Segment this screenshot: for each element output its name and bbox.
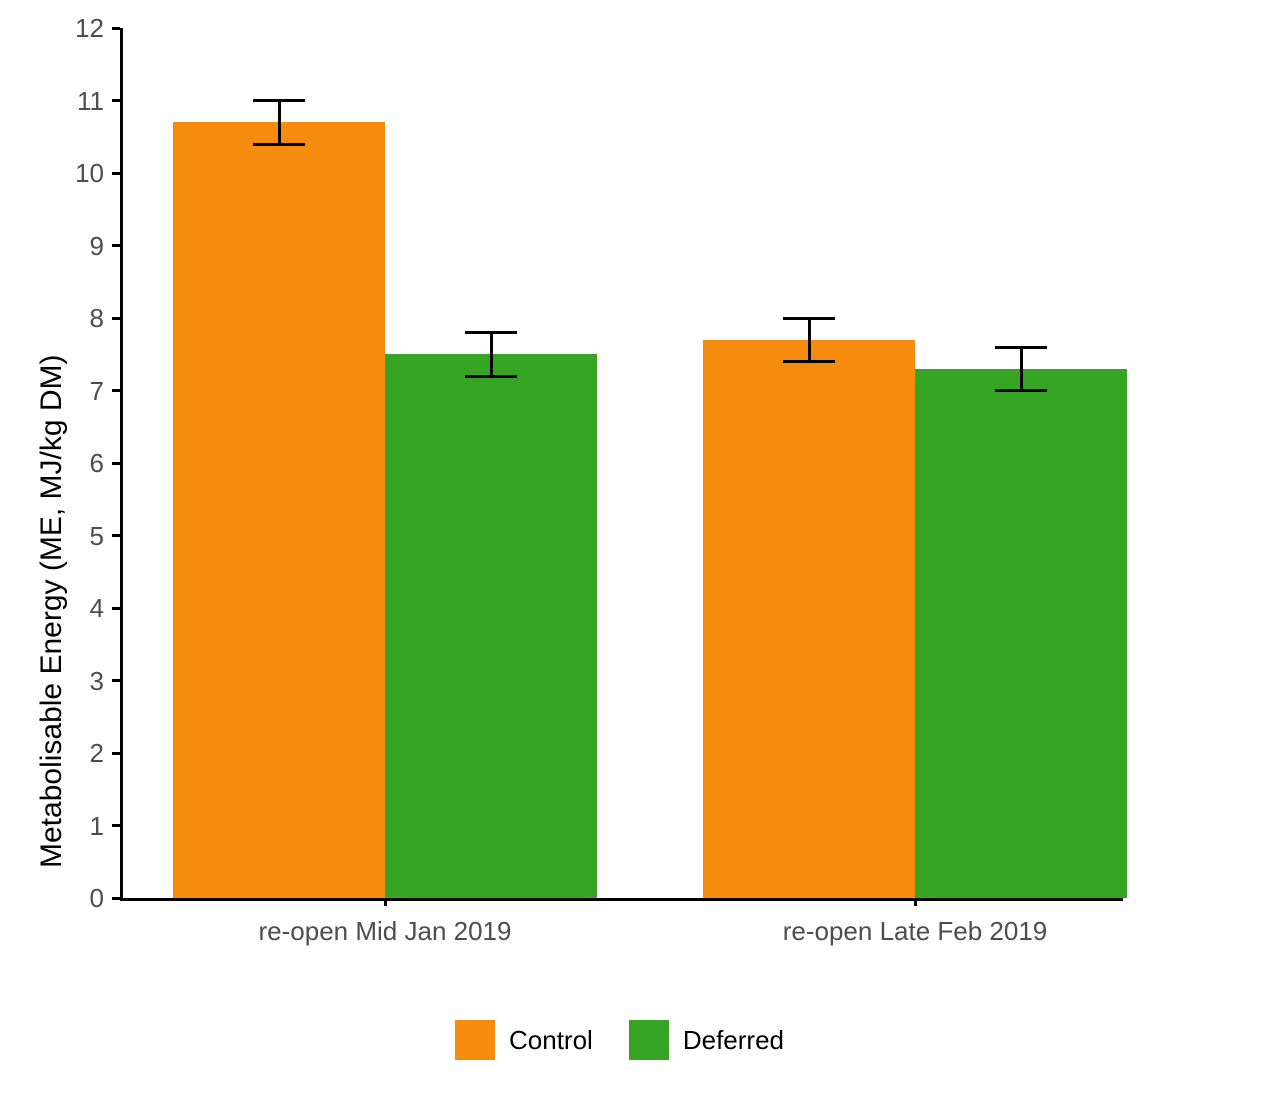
y-tick-label: 11 (77, 86, 104, 117)
errorbar-cap (253, 99, 305, 102)
y-tick-mark (112, 752, 120, 755)
x-tick-mark (914, 898, 917, 906)
y-tick-mark (112, 897, 120, 900)
y-tick-mark (112, 27, 120, 30)
y-tick-mark (112, 824, 120, 827)
errorbar-line (1020, 347, 1023, 391)
y-tick-mark (112, 389, 120, 392)
errorbar-line (490, 333, 493, 377)
y-tick-mark (112, 679, 120, 682)
errorbar-cap (783, 317, 835, 320)
y-tick-label: 12 (75, 13, 104, 44)
errorbar-line (808, 318, 811, 362)
y-tick-mark (112, 462, 120, 465)
y-tick-label: 7 (90, 376, 104, 407)
y-tick-mark (112, 99, 120, 102)
y-tick-label: 8 (90, 303, 104, 334)
legend-swatch (455, 1020, 495, 1060)
bar-control (173, 122, 385, 898)
y-tick-label: 1 (90, 811, 104, 842)
errorbar-cap (995, 389, 1047, 392)
legend-item-deferred: Deferred (629, 1020, 784, 1060)
legend-item-control: Control (455, 1020, 593, 1060)
bar-chart: 0123456789101112 re-open Mid Jan 2019re-… (0, 0, 1264, 1098)
y-tick-label: 3 (90, 666, 104, 697)
x-axis-line (120, 898, 1123, 901)
y-tick-mark (112, 244, 120, 247)
legend-label: Deferred (683, 1025, 784, 1056)
legend-label: Control (509, 1025, 593, 1056)
y-tick-mark (112, 607, 120, 610)
y-tick-label: 9 (90, 231, 104, 262)
y-tick-mark (112, 172, 120, 175)
y-tick-mark (112, 534, 120, 537)
errorbar-cap (995, 346, 1047, 349)
y-axis-title: Metabolisable Energy (ME, MJ/kg DM) (35, 355, 69, 869)
errorbar-cap (465, 375, 517, 378)
bar-deferred (385, 354, 597, 898)
errorbar-line (278, 101, 281, 145)
y-tick-label: 4 (90, 593, 104, 624)
y-tick-label: 5 (90, 521, 104, 552)
y-tick-label: 2 (90, 738, 104, 769)
legend-swatch (629, 1020, 669, 1060)
bar-deferred (915, 369, 1127, 898)
errorbar-cap (465, 331, 517, 334)
y-axis-line (120, 28, 123, 901)
x-tick-label: re-open Mid Jan 2019 (259, 916, 512, 947)
x-tick-label: re-open Late Feb 2019 (783, 916, 1048, 947)
errorbar-cap (783, 360, 835, 363)
bar-control (703, 340, 915, 898)
legend: Control Deferred (455, 1020, 784, 1060)
errorbar-cap (253, 143, 305, 146)
y-tick-label: 6 (90, 448, 104, 479)
y-tick-label: 0 (90, 883, 104, 914)
y-tick-label: 10 (75, 158, 104, 189)
y-tick-mark (112, 317, 120, 320)
x-tick-mark (384, 898, 387, 906)
